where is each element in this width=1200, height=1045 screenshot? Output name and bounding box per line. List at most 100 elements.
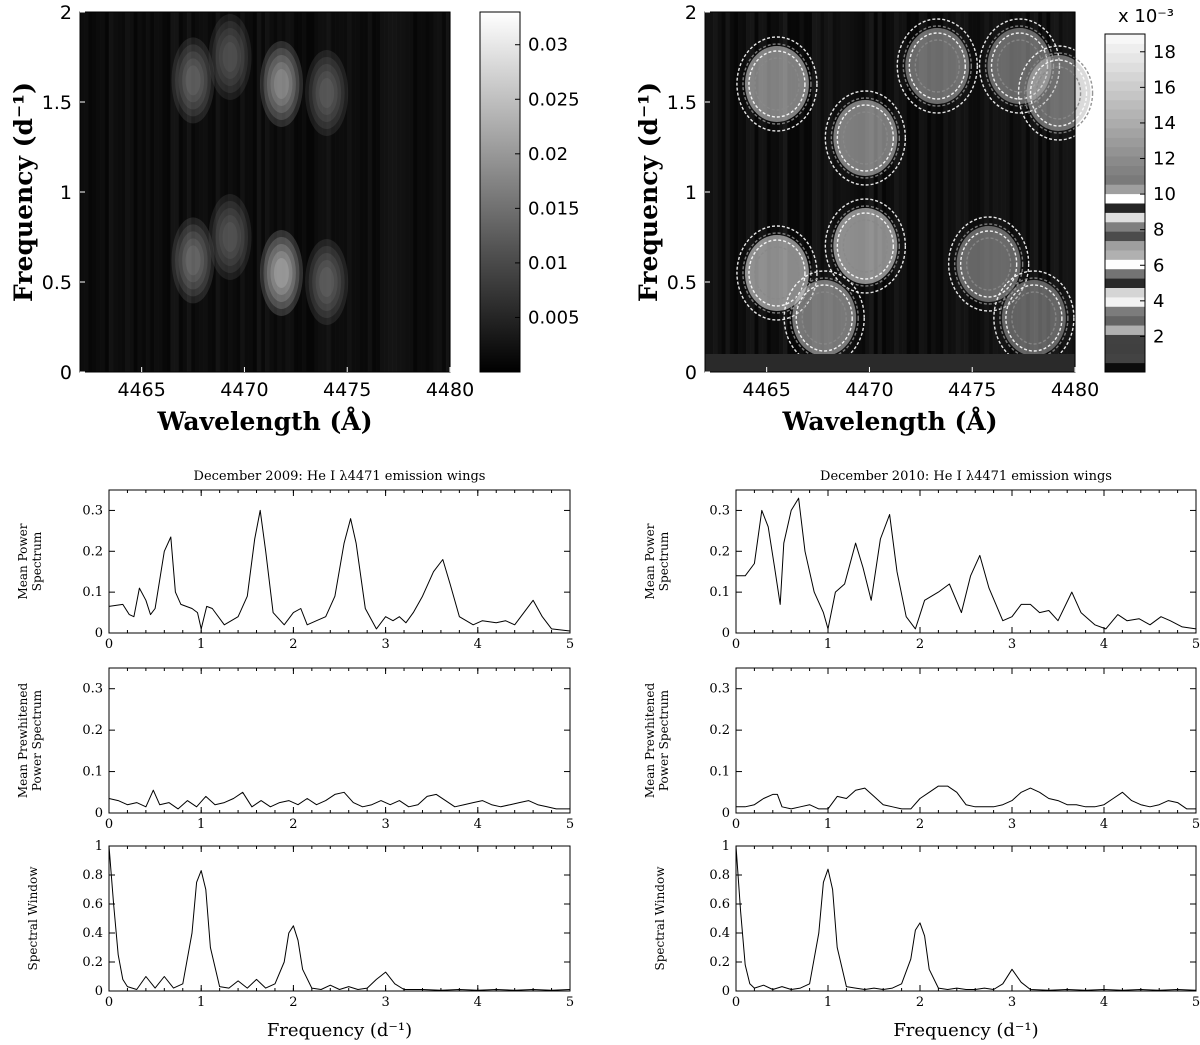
- heatmap-texture: [400, 12, 406, 372]
- heatmap-texture: [811, 12, 817, 372]
- colorbar-tick-label: 0.02: [528, 144, 568, 165]
- x-tick-label: 4: [474, 995, 482, 1010]
- power-peak: [273, 258, 289, 288]
- heatmap-texture: [158, 12, 163, 372]
- heatmap-texture: [774, 12, 780, 372]
- power-peak: [744, 46, 809, 122]
- heatmap-texture: [248, 12, 254, 372]
- power-peak: [305, 239, 349, 325]
- heatmap-texture: [437, 12, 443, 372]
- heatmap-texture: [408, 12, 414, 372]
- heatmap-texture: [1054, 12, 1060, 372]
- contour-ring: [754, 246, 800, 300]
- heatmap-texture: [318, 12, 324, 372]
- colorbar-tick-label: 2: [1153, 326, 1164, 347]
- heatmap-texture: [885, 12, 891, 372]
- heatmap-texture: [367, 12, 373, 372]
- heatmap-texture: [1005, 12, 1010, 372]
- colorbar-band: [1105, 52, 1145, 63]
- power-peak: [266, 244, 296, 302]
- y-tick-label: 0.2: [82, 723, 103, 738]
- x-tick-label: 2: [916, 817, 924, 832]
- heatmap-texture: [902, 12, 908, 372]
- y-tick-label: 1.5: [667, 92, 697, 114]
- y-tick-label: 0.3: [82, 682, 103, 697]
- x-tick-label: 4: [1100, 995, 1108, 1010]
- heatmap-texture: [260, 12, 266, 372]
- contour-ring: [1035, 66, 1082, 120]
- colorbar-band: [1105, 231, 1145, 242]
- heatmap-texture: [816, 12, 821, 372]
- heatmap-texture: [252, 12, 258, 372]
- heatmap-texture: [1029, 12, 1035, 372]
- heatmap-texture: [293, 12, 299, 372]
- y-tick-label: 0.8: [82, 868, 103, 883]
- y-tick-label: 0.5: [667, 272, 697, 294]
- contour-ring: [1005, 284, 1063, 352]
- power-peak: [312, 64, 342, 122]
- contour-ring: [842, 219, 889, 273]
- colorbar-band: [1105, 343, 1145, 354]
- y-tick-label: 1.5: [42, 92, 72, 114]
- heatmap-texture: [347, 12, 352, 372]
- x-tick-label: 5: [1192, 637, 1200, 652]
- y-tick-label: 0.1: [82, 585, 103, 600]
- contour-ring: [748, 239, 806, 307]
- contour-ring: [896, 18, 978, 114]
- y-tick-label: 0: [95, 984, 103, 999]
- y-axis-label: Mean PowerSpectrum: [643, 523, 671, 599]
- heatmap-texture: [803, 12, 809, 372]
- panel-2: 0 1 2 3 4 5 0 0.1 0.2 0.3 Mean PrewhitenedPower Sp…: [643, 667, 1200, 832]
- contour-ring: [1029, 59, 1088, 127]
- x-tick-label: 3: [381, 637, 389, 652]
- heatmap-texture: [88, 12, 93, 372]
- colorbar-band: [1105, 71, 1145, 82]
- heatmap-texture: [388, 12, 394, 372]
- heatmap-texture: [709, 12, 714, 372]
- heatmap-texture: [1033, 12, 1039, 372]
- y-axis-label-line: Spectrum: [30, 531, 44, 591]
- y-axis-label-line: Spectral Window: [653, 866, 667, 971]
- panel-3: 0 1 2 3 4 5 0 0.2 0.4 0.6 0.8 1 Spectral Window: [26, 839, 574, 1010]
- heatmap-texture: [1042, 12, 1047, 372]
- heatmap-texture: [976, 12, 982, 372]
- colorbar-tick-label: 6: [1153, 255, 1164, 276]
- colorbar-band: [1105, 118, 1145, 129]
- heatmap-texture: [203, 12, 209, 372]
- heatmap-texture: [281, 12, 287, 372]
- panel-frame: [108, 489, 571, 634]
- heatmap-texture: [186, 12, 192, 372]
- x-tick-label: 0: [732, 995, 740, 1010]
- power-peak: [792, 280, 857, 356]
- contour-ring: [842, 111, 889, 165]
- heatmap-texture: [1046, 12, 1051, 372]
- power-peak: [175, 224, 212, 297]
- y-tick-label: 0: [722, 984, 730, 999]
- colorbar-tick-label: 4: [1153, 291, 1164, 312]
- heatmap-texture: [363, 12, 369, 372]
- y-axis-label-line: Mean Power: [643, 523, 657, 599]
- heatmap-texture: [145, 12, 151, 372]
- heatmap-texture: [943, 12, 949, 372]
- colorbar-band: [1105, 315, 1145, 326]
- contour-ring: [783, 270, 865, 366]
- heatmap-texture: [873, 12, 879, 372]
- contour-ring: [736, 36, 818, 132]
- heatmap-texture: [195, 12, 200, 372]
- colorbar-tick-label: 16: [1153, 77, 1176, 98]
- heatmap-texture: [297, 12, 303, 372]
- x-tick-label: 2: [916, 637, 924, 652]
- x-tick-label: 1: [197, 637, 205, 652]
- colorbar-tick-label: 18: [1153, 42, 1176, 63]
- colorbar-band: [1105, 353, 1145, 364]
- power-peak: [266, 55, 296, 113]
- power-peak: [171, 217, 215, 304]
- heatmap-texture: [359, 12, 365, 372]
- heatmap-texture: [326, 12, 332, 372]
- heatmap-texture: [1017, 12, 1023, 372]
- colorbar-band: [1105, 221, 1145, 232]
- colorbar-band: [1105, 184, 1145, 195]
- heatmap-texture: [129, 12, 135, 372]
- colorbar-tick-label: 10: [1153, 184, 1176, 205]
- heatmap-texture: [376, 12, 381, 372]
